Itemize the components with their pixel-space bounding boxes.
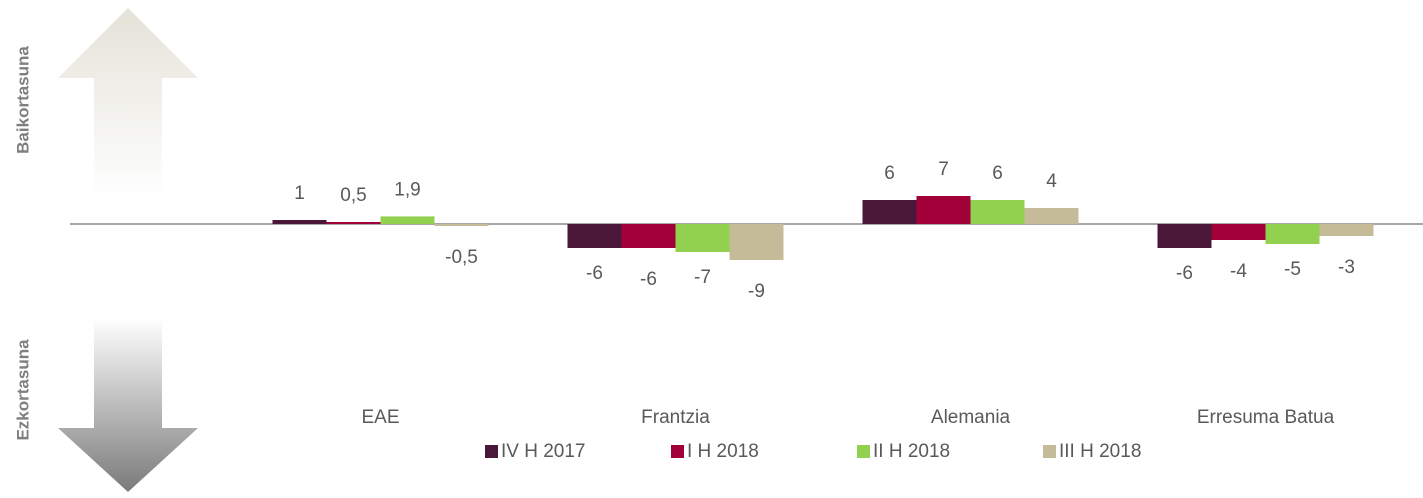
x-tick-label: EAE (361, 407, 399, 428)
legend-swatch (485, 445, 498, 458)
bar (1024, 208, 1079, 224)
value-label: 6 (992, 163, 1003, 184)
value-label: -6 (640, 269, 657, 290)
value-label: 7 (938, 159, 949, 180)
value-label: -6 (1176, 263, 1193, 284)
legend-swatch (857, 445, 870, 458)
bar (729, 224, 784, 260)
bar (567, 224, 622, 248)
side-label-bottom: Ezkortasuna (13, 339, 32, 441)
bar (675, 224, 730, 252)
value-label: -4 (1230, 261, 1247, 282)
value-label: -7 (694, 267, 711, 288)
bar (434, 224, 489, 226)
legend-label: I H 2018 (687, 441, 759, 462)
bar (621, 224, 676, 248)
side-label-top: Baikortasuna (13, 46, 32, 154)
up-arrow (58, 8, 198, 200)
x-tick-label: Erresuma Batua (1197, 407, 1335, 428)
value-label: -9 (748, 281, 765, 302)
value-label: 6 (884, 163, 895, 184)
value-label: 4 (1046, 171, 1057, 192)
bar (326, 222, 381, 224)
value-label: 0,5 (340, 185, 366, 206)
value-label: -0,5 (445, 247, 478, 268)
bar (272, 220, 327, 224)
legend-label: II H 2018 (873, 441, 950, 462)
value-label: -3 (1338, 257, 1355, 278)
bar (862, 200, 917, 224)
bar (1157, 224, 1212, 248)
value-label: -5 (1284, 259, 1301, 280)
value-label: 1,9 (394, 179, 420, 200)
bar (380, 216, 435, 224)
bar (970, 200, 1025, 224)
bar (1211, 224, 1266, 240)
legend-swatch (671, 445, 684, 458)
bar (916, 196, 971, 224)
bar (1265, 224, 1320, 244)
legend-label: III H 2018 (1059, 441, 1141, 462)
value-label: 1 (294, 183, 305, 204)
value-label: -6 (586, 263, 603, 284)
x-tick-label: Frantzia (641, 407, 710, 428)
legend-swatch (1043, 445, 1056, 458)
x-tick-label: Alemania (931, 407, 1011, 428)
legend-label: IV H 2017 (501, 441, 586, 462)
down-arrow (58, 318, 198, 492)
bar (1319, 224, 1374, 236)
